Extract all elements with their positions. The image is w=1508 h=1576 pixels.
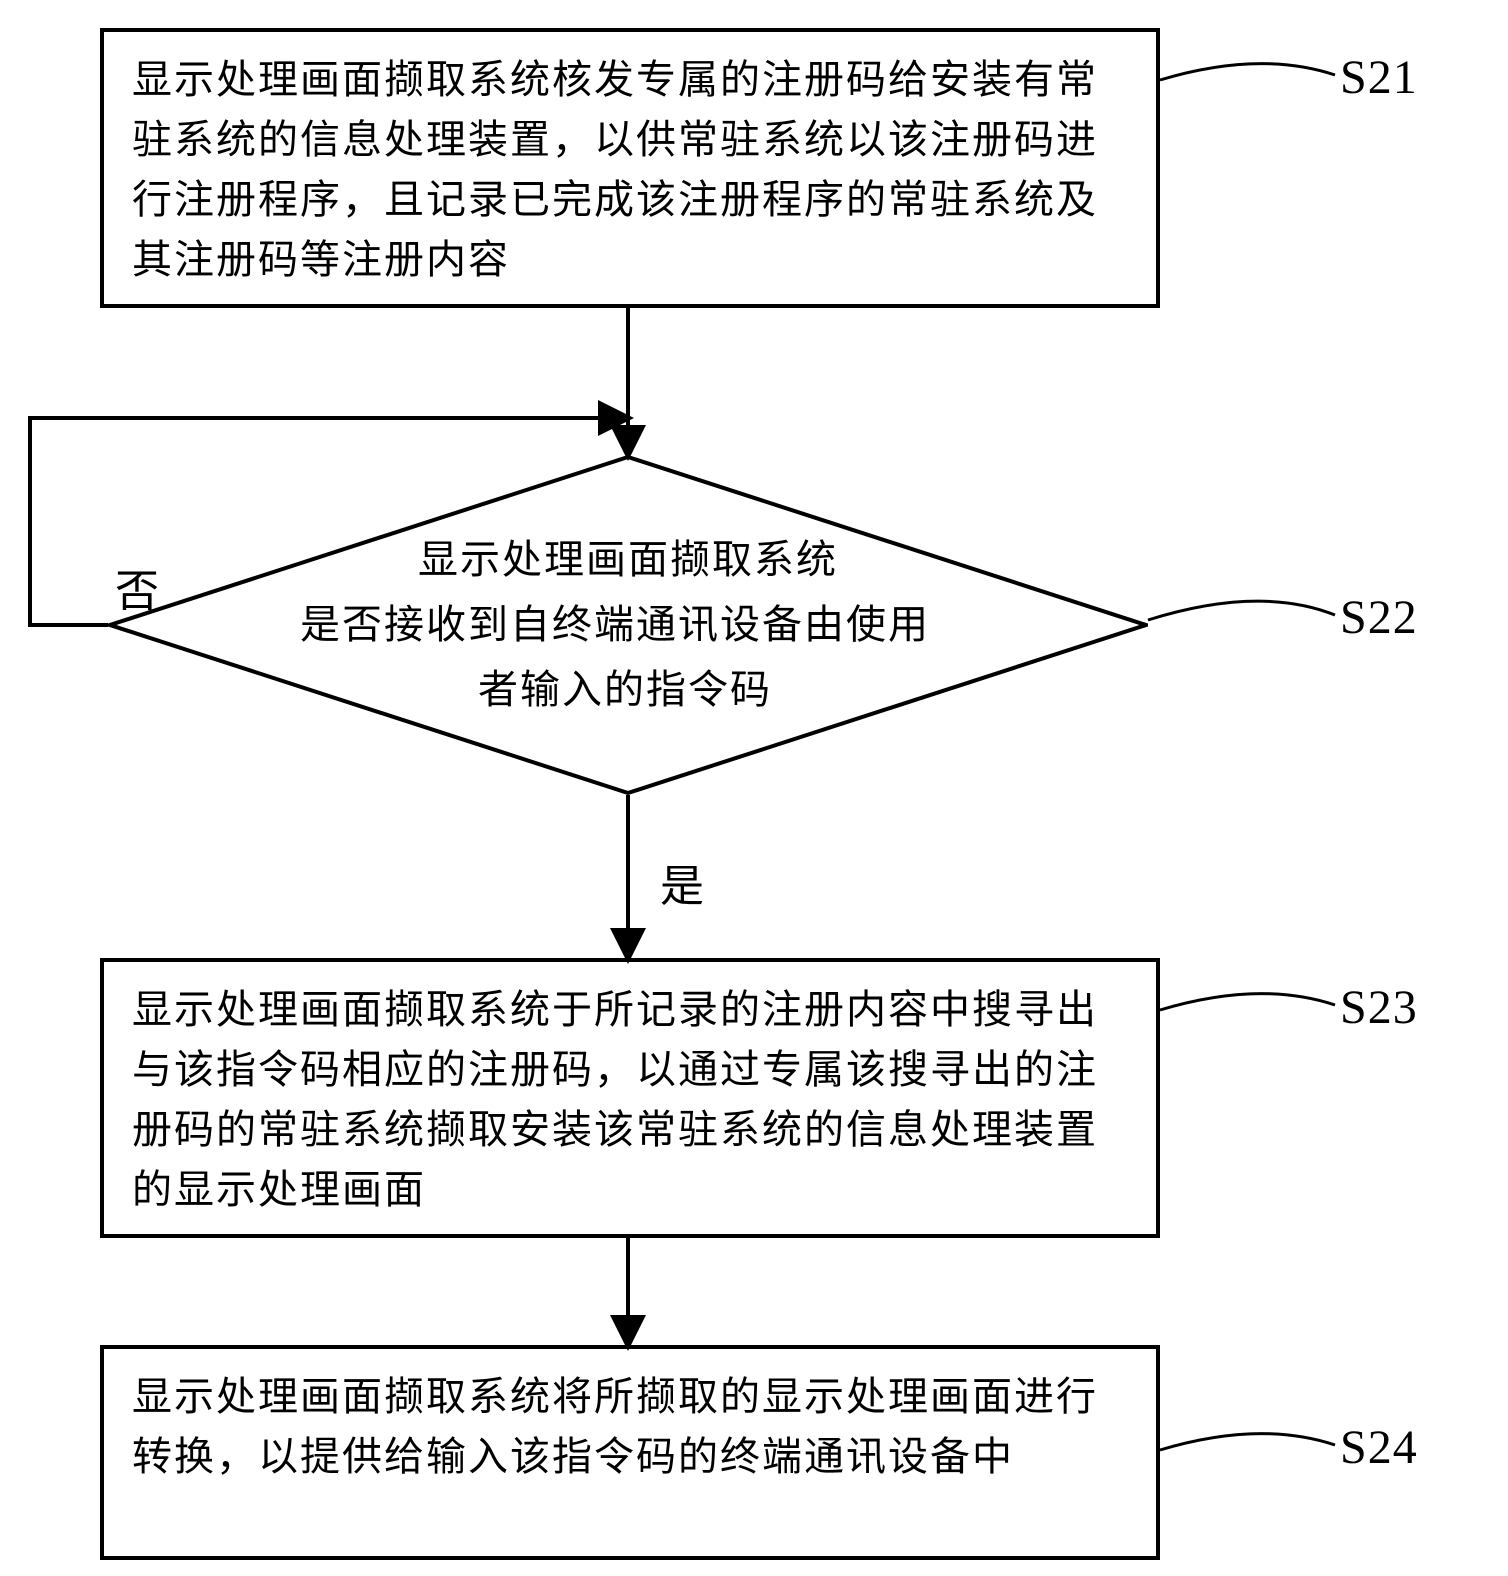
step-s23-box: 显示处理画面撷取系统于所记录的注册内容中搜寻出与该指令码相应的注册码，以通过专属… bbox=[100, 958, 1160, 1238]
step-s24-text: 显示处理画面撷取系统将所撷取的显示处理画面进行转换，以提供给输入该指令码的终端通… bbox=[132, 1367, 1128, 1487]
step-s23-label: S23 bbox=[1340, 980, 1418, 1035]
step-s21-label: S21 bbox=[1340, 50, 1418, 105]
label-yes: 是 bbox=[660, 850, 706, 914]
flowchart-canvas: 显示处理画面撷取系统核发专属的注册码给安装有常驻系统的信息处理装置，以供常驻系统… bbox=[0, 0, 1508, 1576]
step-s21-box: 显示处理画面撷取系统核发专属的注册码给安装有常驻系统的信息处理装置，以供常驻系统… bbox=[100, 28, 1160, 308]
step-s21-text: 显示处理画面撷取系统核发专属的注册码给安装有常驻系统的信息处理装置，以供常驻系统… bbox=[132, 50, 1128, 290]
step-s24-box: 显示处理画面撷取系统将所撷取的显示处理画面进行转换，以提供给输入该指令码的终端通… bbox=[100, 1345, 1160, 1560]
step-s22-label: S22 bbox=[1340, 590, 1418, 645]
step-s24-label: S24 bbox=[1340, 1420, 1418, 1475]
step-s22-line2: 是否接收到自终端通讯设备由使用 bbox=[300, 595, 930, 655]
step-s22-line3: 者输入的指令码 bbox=[478, 660, 772, 720]
step-s23-text: 显示处理画面撷取系统于所记录的注册内容中搜寻出与该指令码相应的注册码，以通过专属… bbox=[132, 980, 1128, 1220]
label-no: 否 bbox=[115, 555, 161, 619]
step-s22-line1: 显示处理画面撷取系统 bbox=[418, 530, 838, 590]
